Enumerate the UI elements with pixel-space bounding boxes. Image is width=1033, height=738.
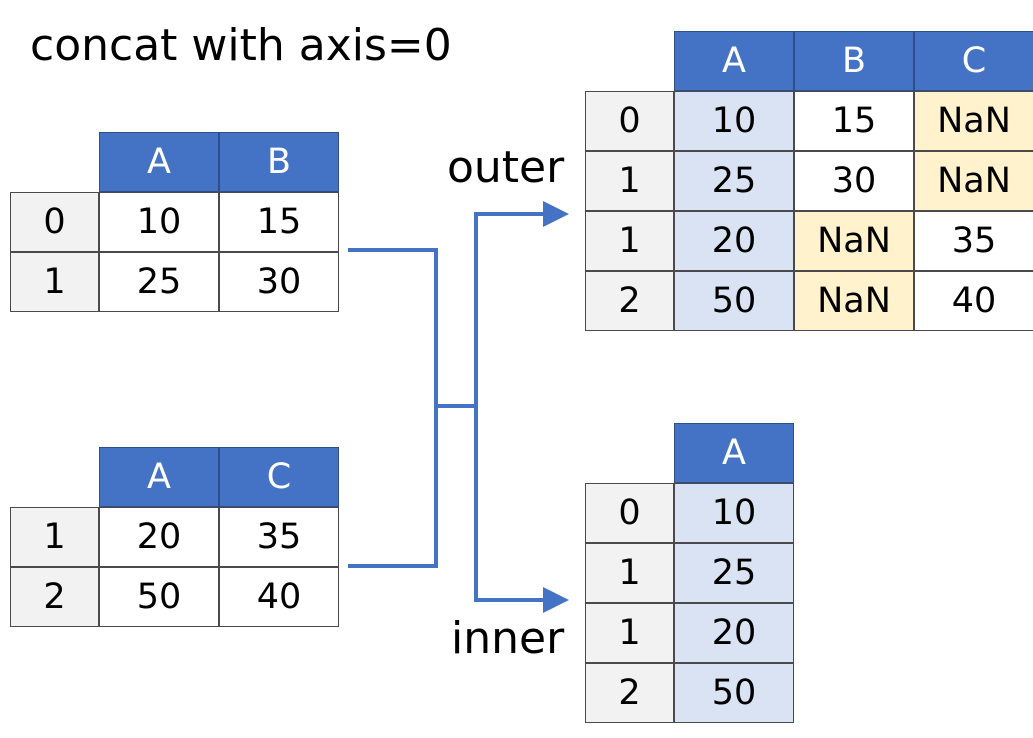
table-cell: NaN [794,211,914,271]
row-index-label: 1 [585,211,674,271]
table-cell: 15 [219,192,339,252]
row-index-label: 1 [585,603,674,663]
table-cell: 10 [99,192,219,252]
row-index-label: 1 [585,151,674,211]
column-header-a: A [674,423,794,483]
table-cell: 50 [99,567,219,627]
row-index-label: 2 [585,663,674,723]
row-index-label: 0 [10,192,99,252]
table-cell: NaN [914,151,1033,211]
table-cell: 25 [674,151,794,211]
inner-label: inner [451,613,565,664]
table-cell: 20 [674,211,794,271]
outer-branch-line [474,212,545,602]
table-cell: 50 [674,271,794,331]
table-cell: 20 [99,507,219,567]
table-cell: 10 [674,91,794,151]
row-index-label: 2 [585,271,674,331]
row-index-label: 0 [585,91,674,151]
df1-connector-line [348,248,438,568]
table-cell: 50 [674,663,794,723]
row-index-label: 1 [10,507,99,567]
table-cell: 30 [794,151,914,211]
table-cell: 15 [794,91,914,151]
table-cell: 35 [219,507,339,567]
inner-arrowhead-icon [543,587,569,613]
column-header-a: A [674,31,794,91]
row-index-label: 1 [10,252,99,312]
table-cell: 40 [219,567,339,627]
row-index-label: 1 [585,543,674,603]
column-header-b: B [219,132,339,192]
table-cell: NaN [794,271,914,331]
table-cell: 30 [219,252,339,312]
table-cell: 35 [914,211,1033,271]
row-index-label: 0 [585,483,674,543]
diagram-title: concat with axis=0 [30,20,452,71]
column-header-b: B [794,31,914,91]
outer-arrowhead-icon [543,201,569,227]
table-cell: 40 [914,271,1033,331]
outer-label: outer [447,142,565,193]
table-cell: 10 [674,483,794,543]
table-cell: 25 [674,543,794,603]
column-header-a: A [99,132,219,192]
table-cell: 20 [674,603,794,663]
table-cell: NaN [914,91,1033,151]
column-header-c: C [219,447,339,507]
table-cell: 25 [99,252,219,312]
column-header-c: C [914,31,1033,91]
row-index-label: 2 [10,567,99,627]
column-header-a: A [99,447,219,507]
